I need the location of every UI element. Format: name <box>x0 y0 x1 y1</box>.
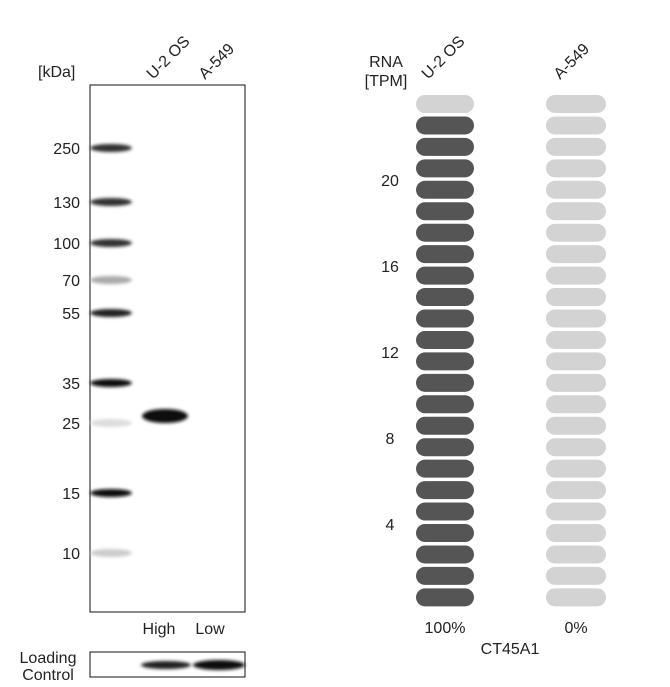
rna-pill <box>546 202 606 221</box>
rna-pill <box>416 223 474 242</box>
rna-pill <box>546 416 606 435</box>
rna-pill <box>416 481 474 500</box>
marker-label: 130 <box>53 195 80 212</box>
marker-band <box>90 276 132 284</box>
rna-pill <box>416 545 474 564</box>
rna-pill <box>546 309 606 328</box>
rna-pill <box>546 137 606 156</box>
rna-axis-label: [TPM] <box>365 73 408 90</box>
marker-band <box>90 379 132 387</box>
gene-name: CT45A1 <box>481 641 540 658</box>
marker-band <box>90 239 132 247</box>
marker-band <box>90 489 132 497</box>
rna-pill <box>416 502 474 521</box>
rna-pill <box>546 223 606 242</box>
rna-tick-label: 16 <box>381 259 399 276</box>
rna-pill <box>416 245 474 264</box>
marker-band <box>90 549 132 557</box>
rna-pill <box>416 116 474 135</box>
level-label: High <box>143 621 176 638</box>
loading-band <box>193 660 245 670</box>
marker-label: 55 <box>62 306 80 323</box>
rna-pill <box>546 566 606 585</box>
loading-band <box>141 661 191 669</box>
rna-pill <box>546 524 606 542</box>
rna-pill <box>546 180 606 199</box>
lane-label: U-2 OS <box>144 33 194 83</box>
marker-band <box>90 198 132 206</box>
rna-pill <box>546 352 606 371</box>
marker-label: 35 <box>62 376 80 393</box>
rna-pill <box>416 395 474 414</box>
rna-pill <box>416 288 474 307</box>
rna-pill <box>416 309 474 328</box>
marker-label: 25 <box>62 416 80 433</box>
rna-pill <box>546 502 606 521</box>
rna-tick-label: 4 <box>386 517 395 534</box>
rna-pill <box>416 588 474 607</box>
marker-label: 250 <box>53 141 80 158</box>
rna-tick-label: 8 <box>386 431 395 448</box>
rna-pill <box>546 159 606 178</box>
rna-pill <box>416 137 474 156</box>
loading-label: Control <box>22 667 74 682</box>
rna-pill <box>546 288 606 307</box>
rna-pill <box>416 202 474 221</box>
rna-pill <box>546 588 606 607</box>
rna-pill <box>416 352 474 371</box>
rna-pill <box>546 95 606 113</box>
rna-pill <box>416 330 474 349</box>
rna-pill <box>416 266 474 285</box>
marker-label: 70 <box>62 273 80 290</box>
rna-pill <box>416 524 474 542</box>
marker-label: 100 <box>53 236 80 253</box>
rna-lane-label: U-2 OS <box>419 33 469 83</box>
marker-label: 10 <box>62 546 80 563</box>
marker-band <box>90 309 132 317</box>
rna-pill <box>416 159 474 178</box>
blot-frame <box>89 84 246 613</box>
percentage: 100% <box>425 620 466 637</box>
rna-tick-label: 12 <box>381 345 399 362</box>
rna-pill <box>546 459 606 478</box>
rna-pill <box>546 438 606 457</box>
rna-pill <box>416 438 474 457</box>
rna-lane-label: A-549 <box>551 41 593 83</box>
rna-pill <box>546 545 606 564</box>
rna-pill <box>416 459 474 478</box>
rna-pill <box>546 245 606 264</box>
level-label: Low <box>195 621 225 638</box>
marker-label: 15 <box>62 486 80 503</box>
rna-pill <box>416 416 474 435</box>
percentage: 0% <box>564 620 587 637</box>
rna-pill <box>546 266 606 285</box>
rna-axis-label: RNA <box>369 54 403 71</box>
rna-pill <box>416 180 474 199</box>
rna-pill <box>546 395 606 414</box>
band <box>142 409 188 423</box>
marker-band <box>90 144 132 152</box>
loading-label: Loading <box>20 650 77 667</box>
rna-pill <box>546 116 606 135</box>
marker-band <box>90 419 132 427</box>
rna-pill <box>546 330 606 349</box>
rna-pill <box>546 373 606 392</box>
rna-tick-label: 20 <box>381 173 399 190</box>
rna-pill <box>416 566 474 585</box>
lane-label: A-549 <box>196 41 238 83</box>
rna-pill <box>416 373 474 392</box>
rna-pill <box>416 95 474 113</box>
rna-pill <box>546 481 606 500</box>
unit-label: [kDa] <box>38 64 75 81</box>
